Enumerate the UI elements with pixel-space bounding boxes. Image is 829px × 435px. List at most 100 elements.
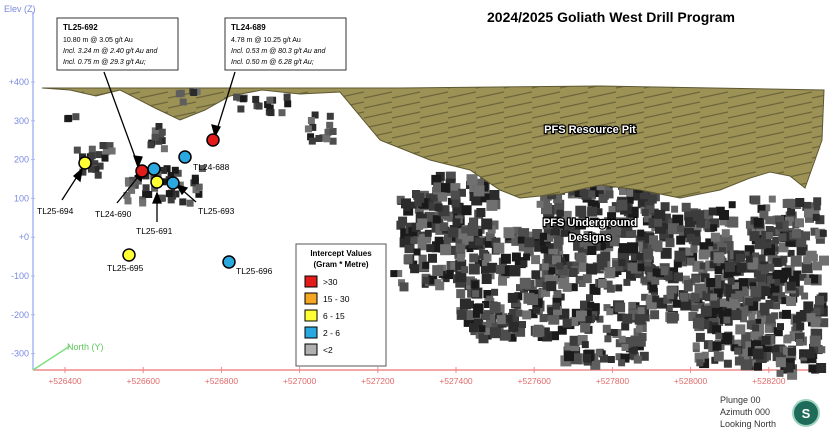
underground-block bbox=[775, 222, 783, 230]
underground-block bbox=[461, 226, 469, 234]
underground-block bbox=[782, 309, 791, 319]
underground-block bbox=[792, 315, 801, 324]
underground-block bbox=[583, 231, 593, 240]
callout-line: 4.78 m @ 10.25 g/t Au bbox=[231, 37, 301, 44]
underground-block bbox=[638, 333, 647, 341]
underground-block bbox=[527, 294, 539, 306]
underground-block bbox=[572, 218, 582, 228]
underground-block bbox=[818, 346, 826, 354]
underground-block bbox=[802, 201, 812, 211]
underground-block bbox=[611, 202, 619, 210]
underground-block bbox=[757, 264, 768, 275]
underground-block bbox=[512, 299, 521, 308]
underground-block bbox=[456, 243, 465, 253]
underground-block bbox=[819, 255, 829, 266]
underground-block bbox=[804, 208, 813, 218]
underground-block bbox=[746, 320, 756, 330]
underground-block bbox=[557, 265, 568, 276]
underground-block bbox=[719, 298, 728, 307]
underground-block bbox=[808, 364, 817, 373]
underground-block bbox=[493, 242, 505, 254]
underground-block bbox=[642, 248, 654, 260]
underground-block bbox=[799, 273, 807, 281]
underground-block bbox=[572, 262, 580, 270]
underground-block bbox=[742, 251, 750, 259]
elevation-tick-label: +400 bbox=[9, 77, 29, 87]
callout-line: Incl. 0.50 m @ 6.28 g/t Au; bbox=[231, 59, 314, 66]
easting-tick-label: +527400 bbox=[439, 376, 473, 386]
underground-block bbox=[540, 195, 551, 205]
underground-block bbox=[426, 219, 435, 228]
mineralized-block bbox=[307, 133, 315, 141]
pfs-underground-designs bbox=[390, 171, 829, 380]
underground-block bbox=[600, 354, 608, 363]
underground-block bbox=[690, 293, 700, 303]
underground-block bbox=[471, 281, 479, 289]
underground-block bbox=[603, 304, 611, 312]
underground-block bbox=[663, 271, 673, 280]
underground-block bbox=[712, 341, 722, 351]
underground-block bbox=[752, 324, 760, 332]
underground-block bbox=[761, 335, 771, 345]
easting-tick-label: +528200 bbox=[752, 376, 786, 386]
underground-block bbox=[418, 198, 429, 209]
underground-block bbox=[693, 210, 705, 222]
underground-block bbox=[650, 310, 660, 320]
arrowhead bbox=[152, 191, 162, 204]
underground-block bbox=[489, 327, 501, 339]
elevation-tick-label: 100 bbox=[14, 193, 29, 203]
underground-block bbox=[787, 249, 795, 257]
north-axis-line bbox=[32, 345, 71, 371]
underground-block bbox=[577, 335, 588, 345]
underground-block bbox=[482, 301, 490, 308]
underground-block bbox=[525, 231, 536, 242]
underground-block bbox=[570, 317, 580, 327]
underground-block bbox=[777, 220, 789, 232]
underground-block bbox=[666, 286, 678, 298]
mineralized-block bbox=[175, 90, 183, 98]
mineralized-block bbox=[326, 121, 334, 129]
underground-block bbox=[795, 198, 805, 207]
underground-block bbox=[469, 253, 479, 263]
underground-block bbox=[628, 351, 637, 360]
underground-block bbox=[764, 241, 772, 249]
mineralized-block bbox=[252, 95, 260, 103]
underground-block bbox=[439, 223, 448, 231]
mineralized-block bbox=[284, 100, 292, 108]
underground-block bbox=[760, 306, 770, 316]
mineralized-block bbox=[267, 109, 275, 117]
underground-block bbox=[628, 309, 640, 321]
mineralized-block bbox=[79, 168, 87, 176]
underground-block bbox=[758, 254, 766, 262]
underground-block bbox=[606, 284, 615, 293]
underground-block bbox=[622, 313, 633, 324]
underground-block bbox=[592, 313, 600, 321]
underground-block bbox=[813, 261, 822, 271]
underground-block bbox=[793, 270, 802, 279]
underground-block bbox=[593, 243, 601, 250]
underground-block bbox=[775, 215, 784, 225]
underground-block bbox=[560, 229, 568, 237]
underground-block bbox=[749, 257, 758, 266]
underground-block bbox=[619, 217, 630, 228]
legend-swatch bbox=[304, 309, 318, 322]
underground-block bbox=[745, 220, 754, 229]
underground-block bbox=[524, 237, 535, 248]
mineralized-block bbox=[307, 117, 315, 124]
mineralized-block bbox=[323, 135, 331, 143]
underground-block bbox=[597, 278, 607, 288]
underground-block bbox=[553, 289, 562, 298]
underground-block bbox=[541, 287, 551, 297]
underground-block bbox=[712, 325, 722, 335]
underground-block bbox=[749, 282, 757, 290]
underground-block bbox=[489, 190, 500, 200]
underground-block bbox=[765, 226, 774, 234]
underground-block bbox=[673, 259, 682, 268]
underground-block bbox=[697, 301, 705, 309]
underground-block bbox=[512, 226, 522, 236]
mineralized-block bbox=[163, 165, 171, 173]
underground-block bbox=[644, 259, 652, 267]
underground-block bbox=[595, 349, 603, 357]
underground-block bbox=[485, 236, 496, 248]
underground-block bbox=[730, 265, 741, 276]
